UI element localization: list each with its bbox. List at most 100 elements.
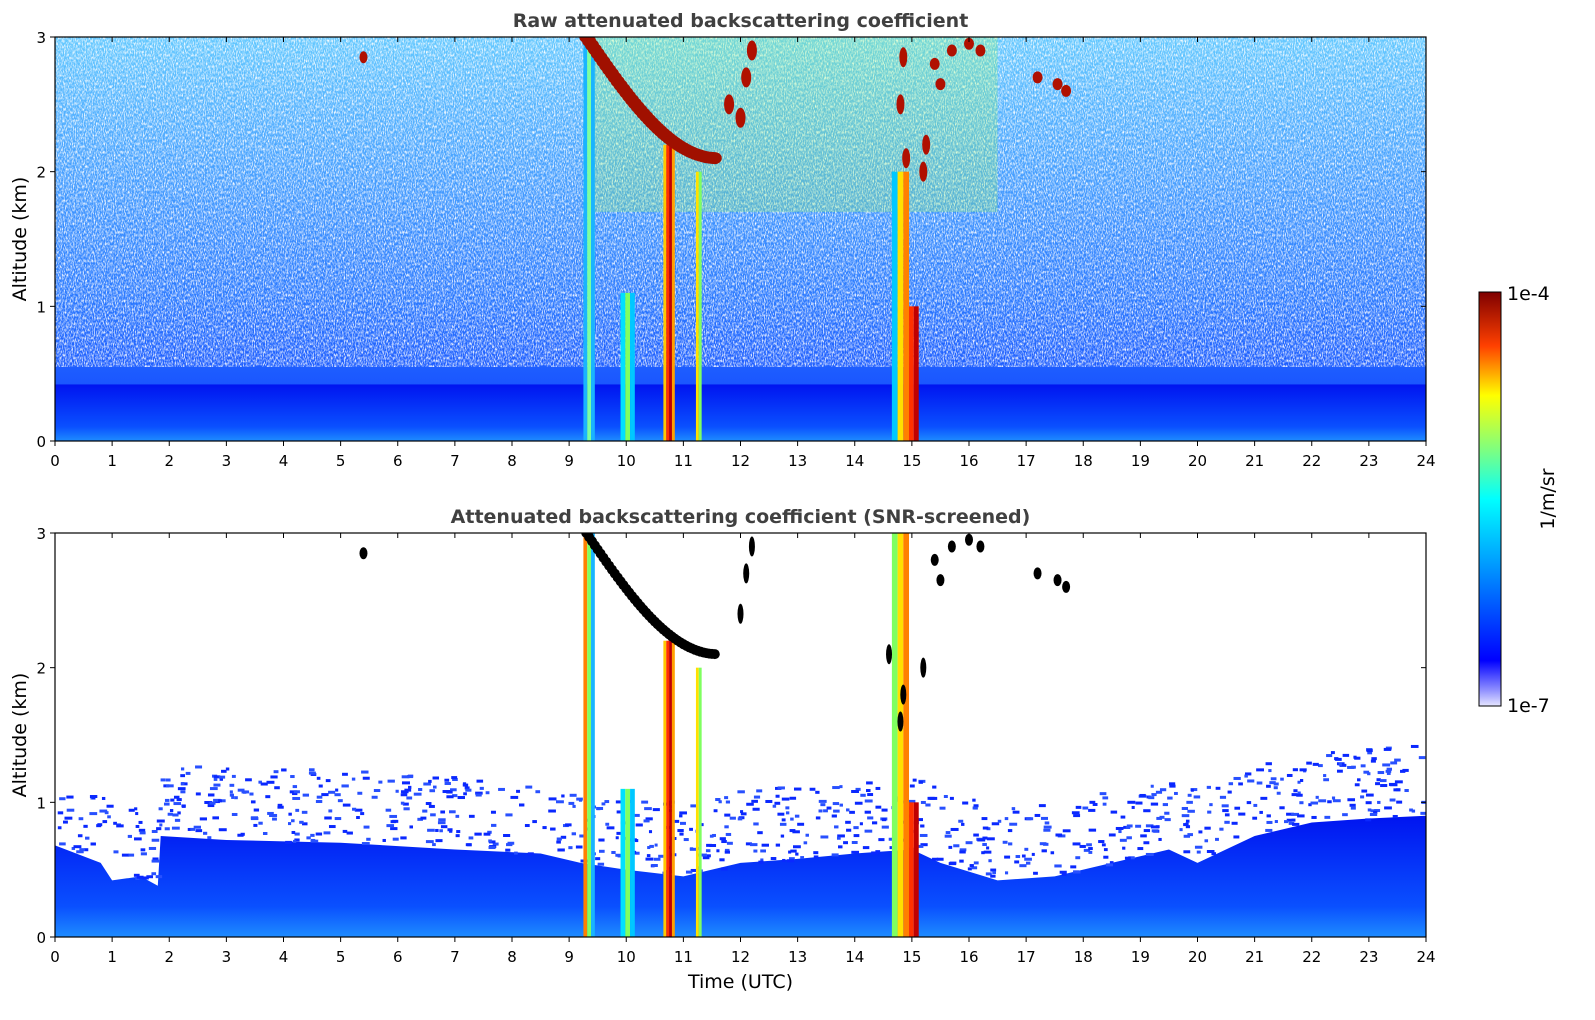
screened-pixel — [1347, 798, 1356, 802]
screened-pixel — [1204, 826, 1211, 830]
cloud-layer — [896, 94, 905, 115]
screened-pixel — [826, 806, 832, 810]
screened-pixel — [422, 809, 428, 813]
screened-pixel — [713, 809, 718, 813]
screened-pixel — [180, 774, 186, 778]
screened-pixel — [102, 820, 108, 824]
screened-pixel — [315, 800, 323, 804]
cloud-layer — [899, 47, 908, 68]
cloud-layer — [1062, 580, 1071, 593]
screened-pixel — [548, 809, 556, 813]
screened-pixel — [128, 808, 135, 812]
screened-pixel — [505, 848, 511, 852]
precip-column — [630, 788, 635, 937]
screened-pixel — [1222, 809, 1229, 813]
screened-pixel — [389, 814, 398, 818]
screened-pixel — [683, 838, 689, 842]
screened-pixel — [134, 807, 138, 811]
screened-pixel — [360, 812, 365, 816]
screened-pixel — [1256, 781, 1263, 785]
precip-column — [695, 667, 699, 937]
y-tick-label: 3 — [36, 525, 46, 543]
screened-pixel — [685, 870, 693, 874]
screened-pixel — [1334, 757, 1339, 761]
screened-pixel — [1365, 793, 1374, 797]
screened-pixel — [269, 813, 278, 817]
precip-column — [695, 171, 699, 441]
x-tick-label: 7 — [450, 452, 460, 470]
screened-pixel — [195, 792, 201, 796]
screened-pixel — [253, 808, 260, 812]
screened-pixel — [292, 796, 301, 800]
x-tick-label: 9 — [564, 948, 574, 966]
screened-pixel — [1288, 821, 1295, 825]
screened-pixel — [204, 800, 213, 804]
screened-pixel — [992, 870, 996, 874]
screened-pixel — [1374, 809, 1381, 813]
screened-pixel — [615, 853, 622, 857]
screened-pixel — [745, 842, 752, 846]
screened-pixel — [151, 859, 160, 863]
screened-pixel — [203, 831, 208, 835]
screened-pixel — [535, 790, 541, 794]
screened-pixel — [1179, 828, 1183, 832]
screened-pixel — [428, 804, 435, 808]
screened-pixel — [1061, 872, 1067, 876]
screened-pixel — [163, 802, 170, 806]
screened-pixel — [289, 790, 298, 794]
screened-pixel — [151, 838, 160, 842]
screened-pixel — [1323, 774, 1327, 778]
screened-pixel — [1389, 798, 1396, 802]
screened-pixel — [758, 860, 764, 864]
screened-pixel — [1347, 765, 1355, 769]
screened-pixel — [483, 832, 491, 836]
screened-pixel — [1155, 825, 1160, 829]
screened-pixel — [781, 797, 790, 801]
precip-column — [909, 306, 914, 441]
screened-pixel — [463, 792, 467, 796]
screened-pixel — [790, 817, 794, 821]
screened-pixel — [1033, 871, 1038, 875]
screened-pixel — [79, 848, 86, 852]
screened-pixel — [1043, 828, 1051, 832]
screened-pixel — [66, 795, 74, 799]
screened-pixel — [366, 837, 371, 841]
screened-pixel — [1296, 793, 1303, 797]
screened-pixel — [973, 804, 979, 808]
screened-pixel — [1109, 861, 1114, 865]
screened-pixel — [77, 834, 83, 838]
screened-pixel — [1151, 793, 1157, 797]
screened-pixel — [455, 814, 460, 818]
screened-pixel — [315, 832, 323, 836]
screened-pixel — [1411, 809, 1416, 813]
screened-pixel — [788, 857, 795, 861]
screened-pixel — [1019, 864, 1027, 868]
screened-pixel — [294, 838, 300, 842]
screened-pixel — [451, 776, 458, 780]
screened-pixel — [1260, 796, 1268, 800]
screened-pixel — [152, 857, 159, 861]
screened-pixel — [1312, 762, 1319, 766]
screened-pixel — [803, 841, 808, 845]
screened-pixel — [160, 778, 166, 782]
screened-pixel — [1361, 789, 1368, 793]
screened-pixel — [1012, 810, 1020, 814]
screened-pixel — [782, 858, 786, 862]
screened-pixel — [746, 802, 754, 806]
screened-pixel — [724, 850, 731, 854]
screened-pixel — [838, 845, 843, 849]
screened-pixel — [1266, 784, 1271, 788]
screened-pixel — [1098, 840, 1105, 844]
screened-pixel — [1181, 814, 1190, 818]
precip-column — [663, 144, 667, 441]
screened-pixel — [571, 832, 577, 836]
screened-pixel — [595, 857, 601, 861]
screened-pixel — [1024, 857, 1032, 861]
screened-pixel — [342, 772, 348, 776]
screened-pixel — [446, 790, 453, 794]
screened-heatmap-area — [55, 533, 1426, 937]
screened-pixel — [973, 833, 979, 837]
screened-pixel — [977, 838, 986, 842]
screened-pixel — [1259, 810, 1263, 814]
screened-pixel — [447, 828, 453, 832]
